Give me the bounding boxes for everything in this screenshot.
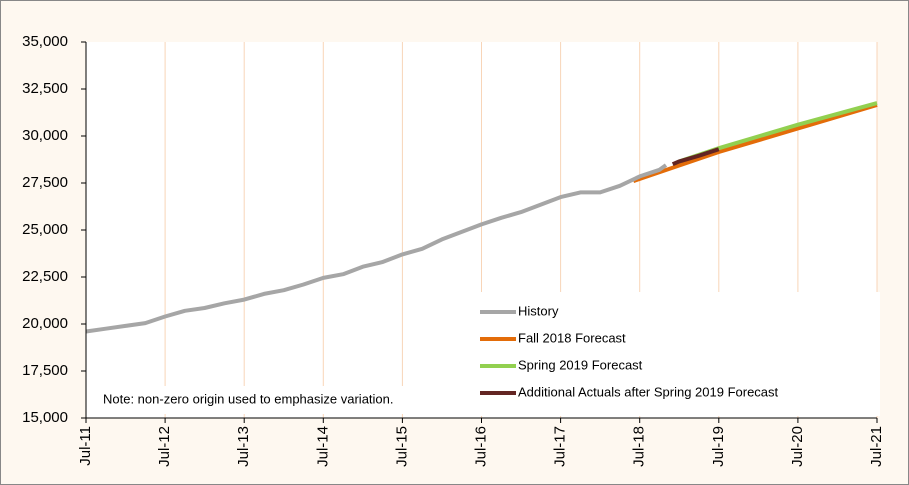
y-tick-label: 17,500 bbox=[22, 362, 68, 379]
series-line bbox=[671, 147, 720, 167]
series-line bbox=[85, 163, 668, 334]
x-tick-label: Jul-18 bbox=[631, 426, 648, 467]
x-tick-label: Jul-11 bbox=[77, 426, 94, 466]
y-tick-label: 30,000 bbox=[22, 127, 68, 144]
note: Note: non-zero origin used to emphasize … bbox=[103, 391, 394, 406]
x-tick-label: Jul-21 bbox=[868, 426, 885, 467]
x-tick-label: Jul-16 bbox=[472, 426, 489, 467]
y-tick-label: 32,500 bbox=[22, 80, 68, 97]
x-tick-label: Jul-15 bbox=[393, 426, 410, 467]
legend-label: Fall 2018 Forecast bbox=[518, 330, 626, 345]
y-tick-label: 27,500 bbox=[22, 174, 68, 191]
x-tick-label: Jul-12 bbox=[156, 426, 173, 467]
y-tick-label: 35,000 bbox=[22, 33, 68, 50]
legend-label: Additional Actuals after Spring 2019 For… bbox=[518, 384, 779, 399]
legend-box bbox=[470, 292, 880, 416]
y-tick-label: 22,500 bbox=[22, 268, 68, 285]
x-tick-label: Jul-20 bbox=[789, 426, 806, 467]
x-tick-label: Jul-19 bbox=[710, 426, 727, 467]
x-tick-label: Jul-14 bbox=[314, 426, 331, 467]
series-line bbox=[632, 103, 878, 183]
x-tick-label: Jul-13 bbox=[235, 426, 252, 467]
note-box bbox=[96, 386, 432, 414]
legend-label: Spring 2019 Forecast bbox=[518, 357, 643, 372]
legend-label: History bbox=[518, 303, 559, 318]
x-tick-label: Jul-17 bbox=[552, 426, 569, 467]
y-tick-label: 25,000 bbox=[22, 221, 68, 238]
y-tick-label: 20,000 bbox=[22, 315, 68, 332]
y-tick-label: 15,000 bbox=[22, 409, 68, 426]
